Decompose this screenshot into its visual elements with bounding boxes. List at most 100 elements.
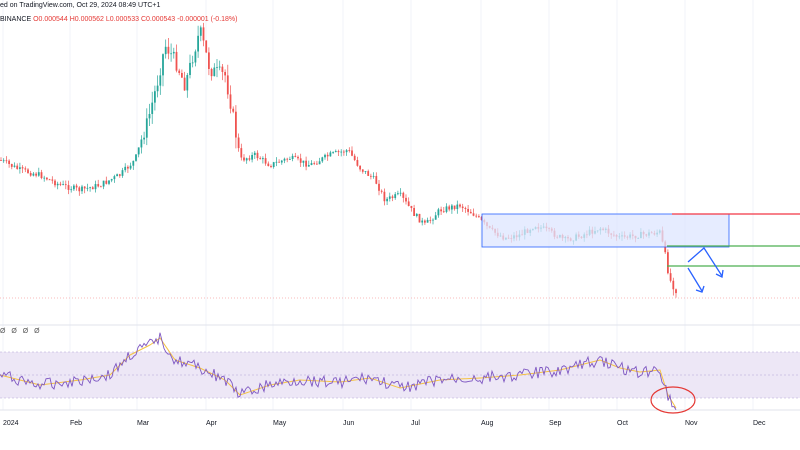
candle-body xyxy=(170,53,172,55)
candle-body xyxy=(332,152,334,153)
x-axis-label: 2024 xyxy=(3,420,19,427)
candle-body xyxy=(351,150,353,156)
candle-body xyxy=(421,220,424,223)
candle-body xyxy=(448,206,451,210)
rsi-line xyxy=(0,332,677,410)
candle-body xyxy=(289,159,291,160)
candle-body xyxy=(294,155,297,157)
candle-body xyxy=(102,180,105,187)
candle-body xyxy=(372,175,375,177)
candle-body xyxy=(21,167,24,169)
candle-body xyxy=(337,151,340,153)
candle-body xyxy=(429,219,432,221)
candle-body xyxy=(91,187,94,190)
x-axis-label: Aug xyxy=(481,420,494,427)
grid xyxy=(0,0,800,411)
candle-body xyxy=(140,139,143,148)
candle-body xyxy=(143,137,145,140)
candle-body xyxy=(280,160,283,163)
candle-body xyxy=(318,161,321,165)
header-line1: ed on TradingView.com, Oct 29, 2024 08:4… xyxy=(0,2,161,9)
ohlc-close: C0.000543 xyxy=(140,16,176,23)
candle-body xyxy=(437,209,440,216)
candle-body xyxy=(407,201,410,206)
candle-body xyxy=(0,160,2,161)
rsi-panel xyxy=(0,332,800,414)
candle-body xyxy=(305,160,307,167)
candle-body xyxy=(418,213,421,223)
candle-body xyxy=(5,160,8,162)
x-axis-label: Sep xyxy=(549,420,562,427)
candle-body xyxy=(100,186,102,188)
ohlc-low: L0.000533 xyxy=(105,16,139,23)
annotations xyxy=(481,213,800,293)
candle-body xyxy=(324,154,326,158)
candle-body xyxy=(453,205,456,210)
candle-body xyxy=(672,280,675,290)
indicator-label: Ø Ø Ø Ø xyxy=(0,328,42,335)
candle-body xyxy=(270,166,272,167)
candle-body xyxy=(224,71,226,76)
candle-body xyxy=(105,180,108,184)
candle-body xyxy=(445,206,448,212)
candle-body xyxy=(197,35,199,52)
candle-body xyxy=(110,179,113,181)
candle-body xyxy=(202,27,205,41)
candle-body xyxy=(213,67,216,77)
candle-body xyxy=(210,68,213,77)
candle-body xyxy=(232,108,235,112)
candle-body xyxy=(402,192,405,198)
candle-body xyxy=(145,118,148,138)
candle-body xyxy=(367,171,370,176)
candle-body xyxy=(191,62,194,64)
candle-body xyxy=(370,175,372,177)
candle-body xyxy=(229,94,232,109)
x-axis-label: Apr xyxy=(206,420,218,427)
candle-body xyxy=(432,219,434,221)
exchange-label: BINANCE xyxy=(0,16,32,23)
candle-body xyxy=(243,157,245,161)
candle-body xyxy=(208,52,210,69)
candle-body xyxy=(472,213,475,216)
candle-body xyxy=(240,148,243,158)
candle-body xyxy=(127,166,129,169)
candle-body xyxy=(334,151,337,153)
candle-body xyxy=(286,158,289,160)
candle-body xyxy=(10,164,13,167)
candle-body xyxy=(19,167,21,169)
candle-body xyxy=(388,196,391,199)
candle-body xyxy=(135,154,137,161)
candle-body xyxy=(199,27,202,36)
candle-body xyxy=(272,162,275,167)
candle-body xyxy=(221,66,224,72)
candle-body xyxy=(359,165,361,170)
candle-body xyxy=(2,160,5,162)
candle-body xyxy=(316,163,318,165)
candle-body xyxy=(172,51,175,54)
candle-body xyxy=(461,206,464,209)
candle-body xyxy=(37,172,40,176)
candle-body xyxy=(97,184,100,187)
candle-body xyxy=(675,289,677,294)
x-axis-label: Nov xyxy=(685,420,698,427)
candle-body xyxy=(167,46,170,54)
candle-body xyxy=(27,169,29,174)
x-axis-label: May xyxy=(273,420,287,427)
candle-body xyxy=(464,208,467,209)
candle-body xyxy=(46,177,48,180)
candle-body xyxy=(356,160,359,166)
candle-body xyxy=(94,184,97,190)
candle-body xyxy=(81,186,83,192)
candle-body xyxy=(297,156,299,159)
candle-body xyxy=(194,51,197,63)
candle-body xyxy=(451,205,453,210)
candle-body xyxy=(216,67,218,68)
range-box xyxy=(481,213,730,248)
candle-body xyxy=(73,185,75,190)
candle-body xyxy=(118,174,121,176)
down-arrow xyxy=(687,267,703,292)
down-arrowhead xyxy=(695,285,705,293)
candle-body xyxy=(235,111,237,138)
candle-body xyxy=(178,70,181,73)
